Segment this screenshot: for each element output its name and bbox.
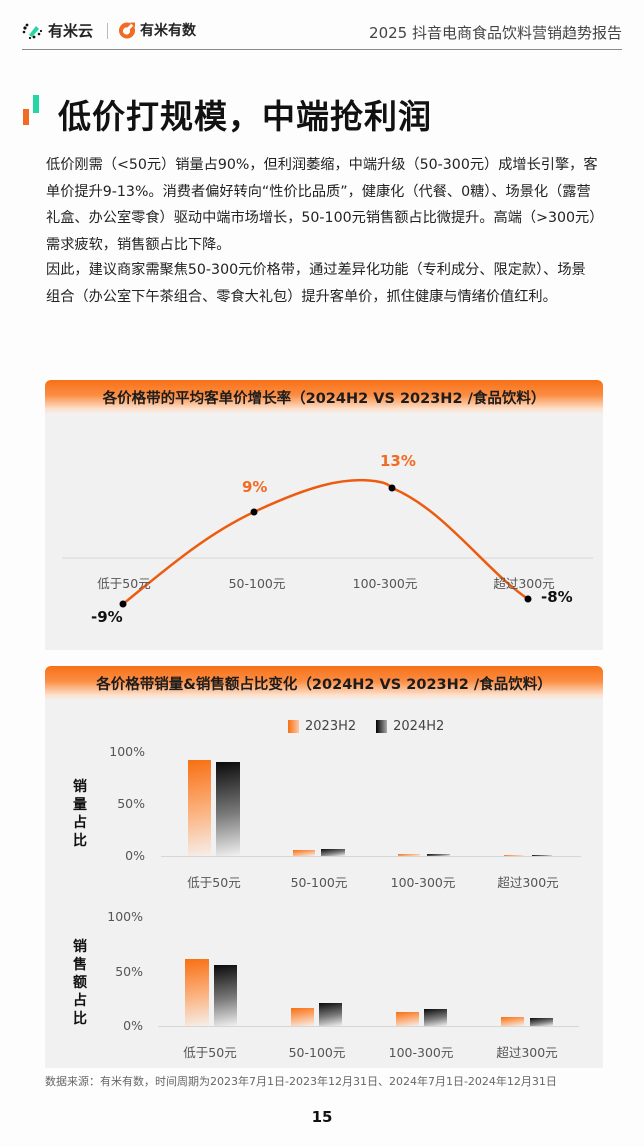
bar-2024-100-300: [424, 1009, 447, 1026]
bar-2023-100-300: [396, 1012, 419, 1026]
x-axis-label: 100-300元: [390, 875, 456, 890]
y-tick: 0%: [125, 848, 145, 863]
logo-divider: [107, 23, 108, 39]
logo-right-text: 有米有数: [140, 23, 196, 39]
value-label: 9%: [242, 478, 268, 496]
x-axis-label: 100-300元: [388, 1045, 454, 1060]
youmi-data-icon: [119, 22, 135, 39]
data-point: [388, 484, 396, 492]
youmi-data-logo: 有米有数: [118, 20, 196, 40]
chart-legend: 2023H2 2024H2: [288, 719, 444, 734]
sales-y-axis-label: 销售额占比: [73, 939, 87, 1027]
bar-2023-100-300: [398, 854, 420, 856]
youmi-cloud-logo: 有米云: [22, 20, 93, 41]
bar-2023-gt300: [501, 1017, 524, 1026]
bar-2023-lt50: [188, 760, 211, 856]
x-axis-baseline: [161, 856, 581, 857]
bar-2024-gt300: [532, 855, 552, 856]
y-tick: 100%: [107, 909, 143, 924]
paragraph-recommendation: 因此，建议商家需聚焦50-300元价格带，通过差异化功能（专利成分、限定款）、场…: [46, 262, 586, 305]
legend-label-2023: 2023H2: [305, 719, 357, 734]
y-tick: 100%: [109, 744, 145, 759]
x-axis-label: 超过300元: [493, 576, 555, 591]
value-label: -8%: [541, 588, 573, 606]
data-point: [119, 600, 127, 608]
volume-sales-share-chart-card: 各价格带销量&销售额占比变化（2024H2 VS 2023H2 /食品饮料） 2…: [45, 666, 603, 1068]
legend-label-2024: 2024H2: [393, 719, 445, 734]
bar-2024-gt300: [530, 1018, 553, 1026]
value-label: -9%: [91, 608, 123, 626]
bar-2023-50-100: [291, 1008, 314, 1026]
bar-2024-100-300: [427, 854, 450, 856]
bar-2023-50-100: [293, 850, 315, 856]
x-axis-label: 50-100元: [228, 576, 286, 591]
title-accent-mark: [23, 95, 39, 129]
volume-y-axis-label: 销量占比: [73, 779, 87, 849]
bar-2023-gt300: [504, 855, 524, 856]
y-tick: 50%: [115, 964, 143, 979]
chart-title: 各价格带的平均客单价增长率（2024H2 VS 2023H2 /食品饮料）: [45, 380, 603, 414]
paragraph-analysis: 低价刚需（<50元）销量占90%，但利润萎缩，中端升级（50-300元）成增长引…: [46, 157, 598, 253]
x-axis-label: 超过300元: [497, 875, 559, 890]
logo-left-text: 有米云: [48, 22, 94, 40]
growth-line: [122, 478, 529, 605]
x-axis-label: 50-100元: [288, 1045, 346, 1060]
bar-2023-lt50: [185, 959, 209, 1026]
x-axis-label: 超过300元: [496, 1045, 558, 1060]
x-axis-label: 低于50元: [97, 576, 151, 591]
y-tick: 0%: [123, 1018, 143, 1033]
x-axis-label: 100-300元: [352, 576, 418, 591]
growth-line-chart: [62, 478, 593, 608]
page-title: 低价打规模，中端抢利润: [58, 97, 432, 136]
page-number: 15: [311, 1108, 333, 1126]
data-point: [524, 595, 532, 603]
value-label: 13%: [380, 452, 416, 470]
bar-2024-50-100: [319, 1003, 342, 1026]
legend-swatch-2024: [376, 720, 388, 733]
data-point: [250, 508, 258, 516]
bar-2024-lt50: [214, 965, 237, 1026]
avg-price-growth-chart-card: 各价格带的平均客单价增长率（2024H2 VS 2023H2 /食品饮料） -9…: [45, 380, 603, 650]
legend-swatch-2023: [288, 720, 299, 733]
data-source-note: 数据来源：有米有数，时间周期为2023年7月1日-2023年12月31日、202…: [45, 1075, 557, 1088]
chart-title: 各价格带销量&销售额占比变化（2024H2 VS 2023H2 /食品饮料）: [45, 666, 603, 700]
x-axis-label: 低于50元: [187, 875, 241, 890]
page-header: 有米云 有米有数 2025 抖音电商食品饮料营销趋势报告: [22, 14, 622, 50]
x-axis-label: 低于50元: [183, 1045, 237, 1060]
x-axis-label: 50-100元: [290, 875, 348, 890]
bar-2024-50-100: [321, 849, 345, 856]
report-title: 2025 抖音电商食品饮料营销趋势报告: [369, 24, 622, 42]
y-tick: 50%: [117, 796, 145, 811]
bar-2024-lt50: [216, 762, 240, 856]
youmi-cloud-icon: [22, 23, 43, 39]
x-axis-baseline: [158, 1026, 579, 1027]
